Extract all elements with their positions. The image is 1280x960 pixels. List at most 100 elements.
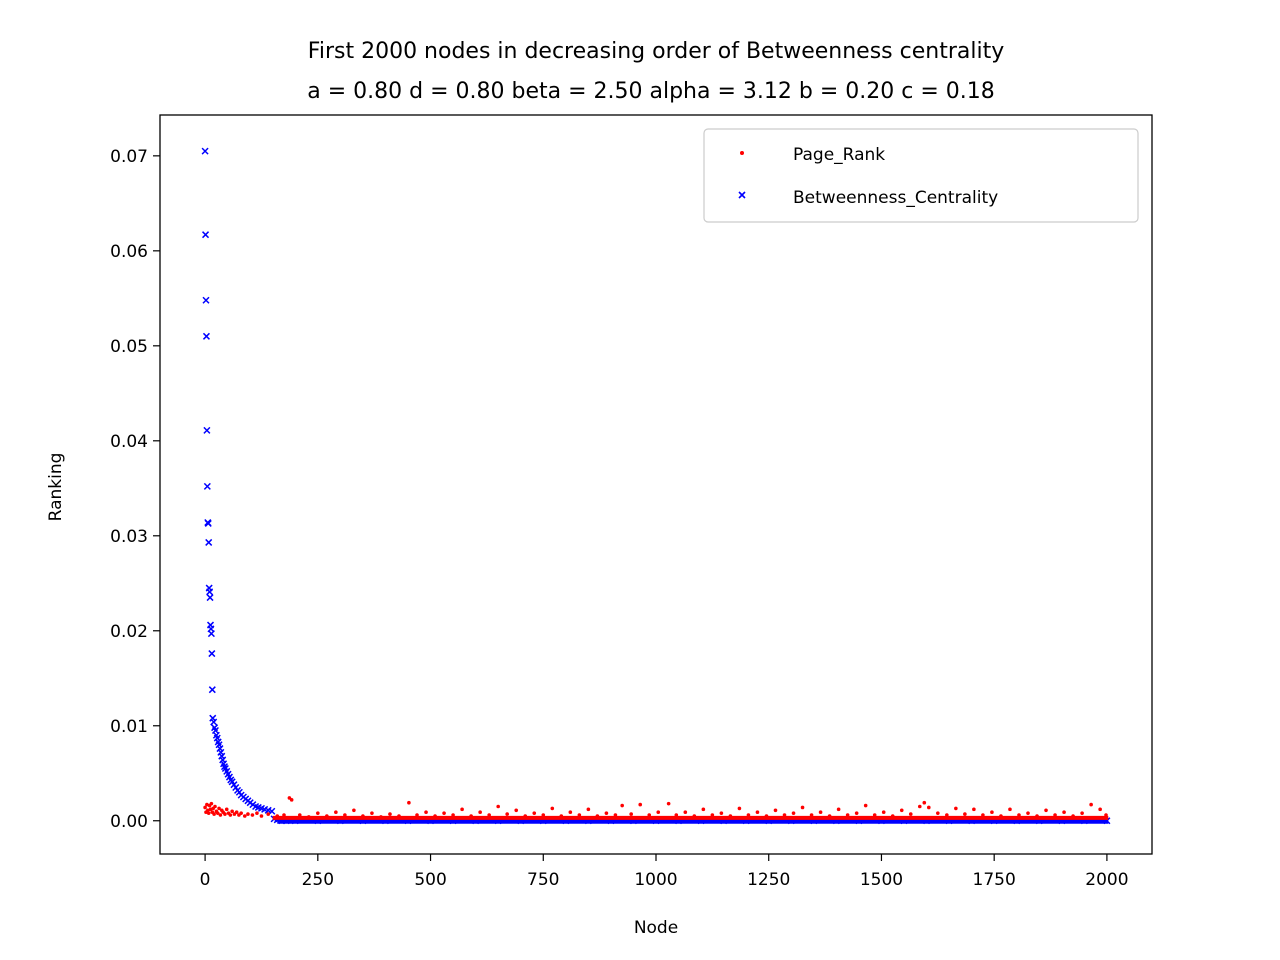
page-rank-point: [532, 811, 537, 815]
y-tick-label: 0.04: [110, 432, 148, 452]
page-rank-point: [316, 811, 320, 815]
page-rank-point: [514, 808, 519, 813]
page-rank-point: [719, 811, 724, 815]
y-axis-label: Ranking: [46, 453, 66, 522]
y-tick-label: 0.05: [110, 337, 148, 357]
page-rank-point: [205, 808, 210, 813]
betweenness-point: [206, 588, 214, 596]
page-rank-point: [629, 812, 633, 816]
page-rank-point: [656, 810, 661, 815]
page-rank-point: [990, 810, 994, 815]
series-page-rank: [203, 796, 1109, 820]
page-rank-point: [936, 811, 940, 815]
plot-area: [201, 147, 1111, 825]
x-tick-label: 500: [414, 870, 446, 890]
page-rank-point: [266, 812, 271, 816]
betweenness-point: [210, 718, 218, 726]
axis-ticks: 0 250 500 750 1000 1250 1500 1750 2000 0.00 0.01 0.…: [110, 147, 1128, 890]
page-rank-point: [208, 807, 213, 812]
betweenness-point: [207, 630, 215, 638]
legend-marker-betweenness: [738, 191, 746, 199]
page-rank-point: [972, 807, 976, 812]
page-rank-point: [917, 804, 922, 809]
page-rank-point: [863, 803, 868, 808]
page-rank-point: [496, 804, 500, 809]
page-rank-point: [927, 805, 931, 810]
page-rank-point: [388, 812, 392, 816]
page-rank-point: [250, 813, 255, 817]
page-rank-point: [954, 806, 958, 811]
x-tick-label: 1750: [973, 870, 1016, 890]
betweenness-point: [208, 650, 216, 658]
page-rank-point: [234, 810, 239, 815]
y-tick-label: 0.03: [110, 527, 148, 547]
page-rank-point: [224, 807, 229, 812]
page-rank-point: [213, 804, 217, 809]
page-rank-point: [836, 807, 841, 812]
axes-frame: [159, 114, 1153, 855]
betweenness-point: [268, 807, 276, 815]
x-tick-label: 250: [302, 870, 334, 890]
page-rank-point: [217, 806, 221, 811]
page-rank-point: [854, 811, 859, 815]
legend: Page_Rank Betweenness_Centrality: [703, 128, 1139, 223]
page-rank-point: [568, 810, 573, 815]
page-rank-point: [1089, 802, 1093, 807]
legend-label-page-rank: Page_Rank: [793, 145, 885, 165]
page-rank-point: [370, 811, 374, 815]
x-tick-label: 1000: [634, 870, 677, 890]
page-rank-point: [620, 803, 624, 808]
page-rank-point: [212, 812, 216, 816]
page-rank-point: [407, 800, 411, 805]
x-tick-label: 1250: [747, 870, 790, 890]
page-rank-point: [205, 802, 209, 807]
page-rank-point: [683, 810, 688, 815]
page-rank-point: [737, 806, 742, 811]
page-rank-point: [791, 811, 796, 815]
page-rank-point: [666, 801, 671, 806]
page-rank-point: [922, 800, 927, 805]
legend-label-betweenness: Betweenness_Centrality: [793, 188, 998, 208]
x-tick-label: 2000: [1085, 870, 1128, 890]
y-tick-label: 0.02: [110, 622, 148, 642]
chart-subtitle: a = 0.80 d = 0.80 beta = 2.50 alpha = 3.…: [307, 79, 995, 104]
page-rank-point: [1098, 807, 1102, 812]
page-rank-point: [505, 812, 510, 816]
page-rank-point: [218, 813, 223, 817]
page-rank-point: [352, 808, 356, 813]
page-rank-point: [246, 812, 250, 816]
page-rank-point: [478, 810, 482, 815]
betweenness-point: [202, 231, 210, 239]
page-rank-point: [442, 811, 446, 815]
y-tick-label: 0.07: [110, 147, 148, 167]
page-rank-point: [586, 807, 591, 812]
betweenness-point: [203, 426, 211, 434]
page-rank-point: [289, 798, 294, 802]
page-rank-point: [259, 814, 264, 818]
page-rank-point: [1044, 808, 1048, 813]
y-tick-label: 0.00: [110, 812, 148, 832]
x-tick-label: 0: [200, 870, 211, 890]
page-rank-point: [460, 807, 464, 812]
page-rank-point: [239, 811, 243, 815]
legend-marker-page-rank: [740, 151, 744, 155]
page-rank-point: [881, 810, 886, 815]
page-rank-point: [242, 814, 247, 818]
page-rank-point: [209, 801, 214, 806]
page-rank-point: [773, 808, 778, 813]
y-tick-label: 0.01: [110, 717, 148, 737]
betweenness-point: [205, 538, 213, 546]
betweenness-point: [203, 482, 211, 490]
page-rank-point: [424, 810, 428, 815]
page-rank-point: [215, 811, 220, 815]
page-rank-point: [1026, 811, 1030, 815]
page-rank-point: [255, 811, 259, 815]
page-rank-point: [550, 806, 555, 811]
page-rank-point: [818, 810, 823, 815]
page-rank-point: [963, 812, 967, 816]
page-rank-point: [1008, 807, 1012, 812]
page-rank-point: [206, 811, 211, 815]
page-rank-point: [1062, 810, 1066, 815]
page-rank-point: [223, 812, 227, 816]
